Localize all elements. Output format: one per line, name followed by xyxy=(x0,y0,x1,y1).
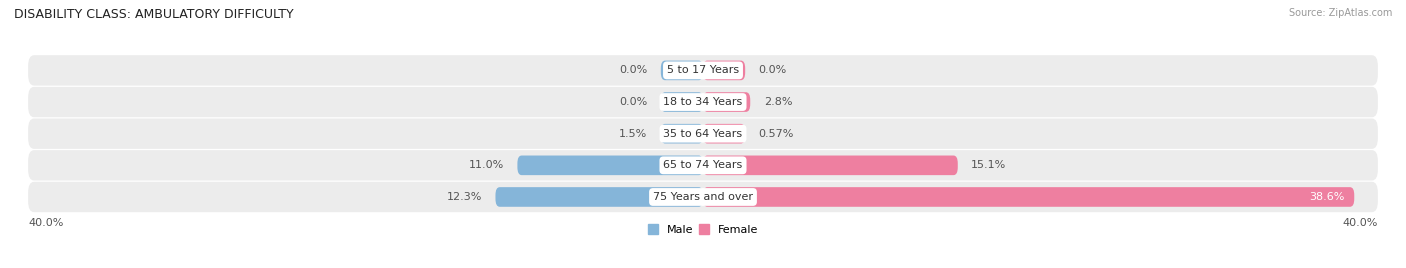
FancyBboxPatch shape xyxy=(28,55,1378,85)
FancyBboxPatch shape xyxy=(661,124,703,143)
Text: 15.1%: 15.1% xyxy=(972,160,1007,170)
FancyBboxPatch shape xyxy=(28,182,1378,212)
Text: 38.6%: 38.6% xyxy=(1309,192,1344,202)
Text: 5 to 17 Years: 5 to 17 Years xyxy=(666,65,740,75)
Text: 0.0%: 0.0% xyxy=(619,97,647,107)
Text: 35 to 64 Years: 35 to 64 Years xyxy=(664,129,742,139)
FancyBboxPatch shape xyxy=(703,155,957,175)
Text: 0.0%: 0.0% xyxy=(619,65,647,75)
FancyBboxPatch shape xyxy=(28,87,1378,117)
Text: 40.0%: 40.0% xyxy=(28,218,63,228)
Text: 12.3%: 12.3% xyxy=(447,192,482,202)
Text: DISABILITY CLASS: AMBULATORY DIFFICULTY: DISABILITY CLASS: AMBULATORY DIFFICULTY xyxy=(14,8,294,21)
Text: 0.0%: 0.0% xyxy=(759,65,787,75)
Text: 65 to 74 Years: 65 to 74 Years xyxy=(664,160,742,170)
FancyBboxPatch shape xyxy=(28,150,1378,181)
Text: 2.8%: 2.8% xyxy=(763,97,792,107)
Text: 11.0%: 11.0% xyxy=(468,160,503,170)
FancyBboxPatch shape xyxy=(703,124,745,143)
FancyBboxPatch shape xyxy=(703,92,751,112)
FancyBboxPatch shape xyxy=(661,61,703,80)
FancyBboxPatch shape xyxy=(661,92,703,112)
FancyBboxPatch shape xyxy=(517,155,703,175)
Text: 18 to 34 Years: 18 to 34 Years xyxy=(664,97,742,107)
Text: 1.5%: 1.5% xyxy=(619,129,647,139)
Text: Source: ZipAtlas.com: Source: ZipAtlas.com xyxy=(1288,8,1392,18)
FancyBboxPatch shape xyxy=(703,61,745,80)
Text: 75 Years and over: 75 Years and over xyxy=(652,192,754,202)
Text: 40.0%: 40.0% xyxy=(1343,218,1378,228)
FancyBboxPatch shape xyxy=(703,187,1354,207)
Text: 0.57%: 0.57% xyxy=(759,129,794,139)
FancyBboxPatch shape xyxy=(28,118,1378,149)
FancyBboxPatch shape xyxy=(495,187,703,207)
Legend: Male, Female: Male, Female xyxy=(648,224,758,235)
